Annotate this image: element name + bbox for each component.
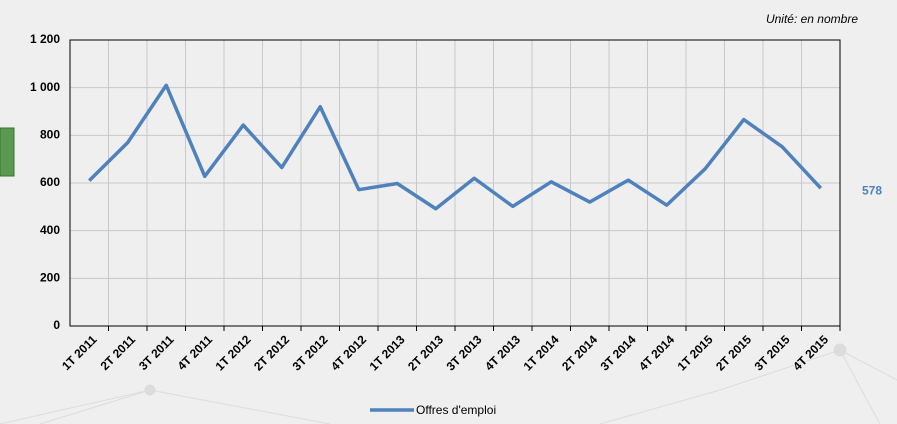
x-tick-label: 1T 2013 <box>367 332 408 373</box>
x-tick-label: 4T 2015 <box>790 332 831 373</box>
x-tick-label: 3T 2012 <box>290 332 331 373</box>
x-tick-label: 4T 2011 <box>175 332 216 373</box>
unit-note: Unité: en nombre <box>766 12 858 26</box>
legend-label: Offres d'emploi <box>416 403 496 417</box>
x-tick-label: 1T 2011 <box>59 332 100 373</box>
x-tick-label: 2T 2015 <box>713 332 754 373</box>
x-tick-label: 2T 2014 <box>559 332 600 373</box>
x-tick-label: 2T 2011 <box>98 332 139 373</box>
x-tick-label: 3T 2011 <box>136 332 177 373</box>
background-decoration <box>0 343 897 424</box>
side-tab <box>0 127 15 177</box>
x-tick-label: 1T 2015 <box>675 332 716 373</box>
data-label: 578 <box>862 183 882 197</box>
x-tick-label: 3T 2013 <box>444 332 485 373</box>
y-tick-label: 800 <box>40 128 60 142</box>
y-tick-label: 0 <box>53 318 60 332</box>
x-tick-label: 1T 2012 <box>213 332 254 373</box>
x-tick-label: 4T 2013 <box>482 332 523 373</box>
x-tick-label: 2T 2013 <box>405 332 446 373</box>
series-line <box>88 83 823 211</box>
y-tick-label: 1 200 <box>30 32 60 46</box>
x-tick-label: 2T 2012 <box>251 332 292 373</box>
x-tick-label: 4T 2012 <box>328 332 369 373</box>
y-tick-label: 400 <box>40 223 60 237</box>
y-tick-label: 600 <box>40 175 60 189</box>
x-tick-label: 4T 2014 <box>636 332 677 373</box>
y-tick-label: 1 000 <box>30 80 60 94</box>
x-tick-label: 1T 2014 <box>521 332 562 373</box>
y-tick-label: 200 <box>40 271 60 285</box>
x-tick-label: 3T 2014 <box>598 332 639 373</box>
